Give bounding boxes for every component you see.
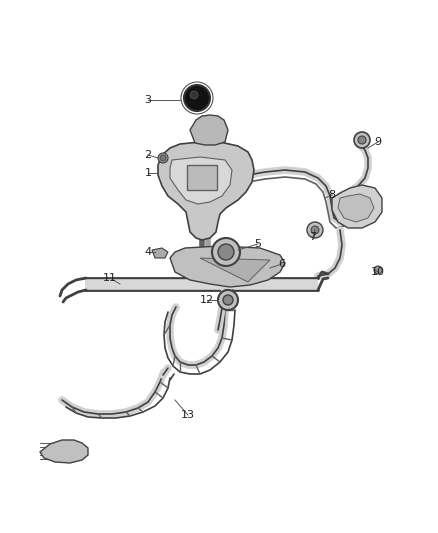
Text: 9: 9 (374, 137, 381, 147)
Polygon shape (338, 194, 374, 222)
Text: 4: 4 (145, 247, 152, 257)
Circle shape (184, 85, 210, 111)
Polygon shape (332, 185, 382, 228)
Circle shape (358, 136, 366, 144)
Circle shape (218, 290, 238, 310)
Circle shape (307, 222, 323, 238)
Text: 13: 13 (181, 410, 195, 420)
Circle shape (223, 295, 233, 305)
Text: 8: 8 (328, 190, 336, 200)
Polygon shape (158, 142, 254, 240)
Text: 1: 1 (145, 168, 152, 178)
Circle shape (158, 153, 168, 163)
Circle shape (212, 238, 240, 266)
Text: 12: 12 (200, 295, 214, 305)
Circle shape (311, 226, 319, 234)
Circle shape (354, 132, 370, 148)
Circle shape (374, 266, 382, 274)
Text: 2: 2 (145, 150, 152, 160)
Text: 6: 6 (279, 259, 286, 269)
FancyBboxPatch shape (187, 165, 217, 190)
Text: 5: 5 (254, 239, 261, 249)
Text: 10: 10 (371, 267, 385, 277)
FancyBboxPatch shape (85, 278, 318, 290)
Polygon shape (200, 258, 270, 282)
Circle shape (190, 91, 198, 99)
Circle shape (218, 244, 234, 260)
Text: 11: 11 (103, 273, 117, 283)
Polygon shape (170, 157, 232, 204)
Polygon shape (190, 115, 228, 145)
Polygon shape (170, 246, 285, 287)
Text: 3: 3 (145, 95, 152, 105)
Circle shape (160, 155, 166, 161)
Polygon shape (40, 440, 88, 463)
Text: 7: 7 (309, 232, 317, 242)
Polygon shape (152, 248, 168, 258)
